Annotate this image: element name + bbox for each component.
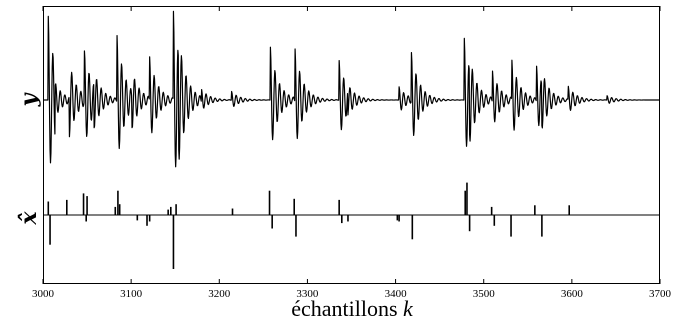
y-axis-label-bottom: x̂	[16, 211, 42, 226]
spike-layer	[43, 182, 660, 269]
x-tick-label: 3100	[120, 288, 143, 300]
x-tick-label: 3200	[208, 288, 231, 300]
y-axis-label-top: y	[16, 91, 42, 107]
plot-area	[43, 6, 660, 284]
x-tick-label: 3500	[473, 288, 496, 300]
x-axis-label-text: échantillons	[291, 296, 397, 321]
x-tick-label: 3300	[296, 288, 319, 300]
x-axis-label: échantillons k	[291, 296, 414, 321]
x-tick-label: 3000	[32, 288, 55, 300]
series-y-line	[42, 10, 661, 168]
x-tick-label: 3700	[649, 288, 672, 300]
signal-layer	[42, 10, 661, 168]
tick-layer: 3000 3100 3200 3300 3400 3500 3600 3700	[32, 6, 672, 300]
x-tick-label: 3600	[561, 288, 584, 300]
plot-frame	[43, 6, 660, 284]
x-tick-label: 3400	[385, 288, 408, 300]
x-axis-label-var: k	[403, 296, 414, 321]
